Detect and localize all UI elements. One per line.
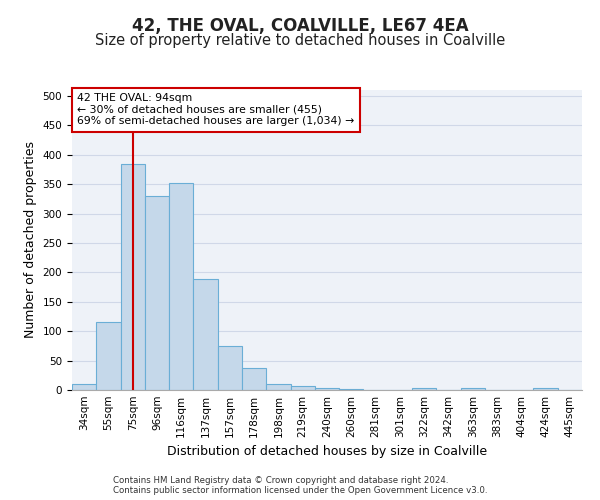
Bar (169, 183, 193, 390)
Bar (242, 368, 266, 390)
Bar (96, 322, 121, 390)
Bar (339, 389, 364, 390)
Bar (315, 388, 339, 390)
Text: Size of property relative to detached houses in Coalville: Size of property relative to detached ho… (95, 32, 505, 48)
Bar (72, 384, 96, 390)
Text: 42 THE OVAL: 94sqm
← 30% of detached houses are smaller (455)
69% of semi-detach: 42 THE OVAL: 94sqm ← 30% of detached hou… (77, 93, 355, 126)
Y-axis label: Number of detached properties: Number of detached properties (24, 142, 37, 338)
Bar (412, 388, 436, 390)
Bar (193, 280, 218, 390)
Bar (266, 384, 290, 390)
Bar (533, 388, 558, 390)
Text: 42, THE OVAL, COALVILLE, LE67 4EA: 42, THE OVAL, COALVILLE, LE67 4EA (131, 18, 469, 36)
Text: Contains HM Land Registry data © Crown copyright and database right 2024.
Contai: Contains HM Land Registry data © Crown c… (113, 476, 487, 495)
X-axis label: Distribution of detached houses by size in Coalville: Distribution of detached houses by size … (167, 446, 487, 458)
Bar (121, 164, 145, 390)
Bar (290, 386, 315, 390)
Bar (461, 388, 485, 390)
Bar (218, 346, 242, 390)
Bar (145, 196, 169, 390)
